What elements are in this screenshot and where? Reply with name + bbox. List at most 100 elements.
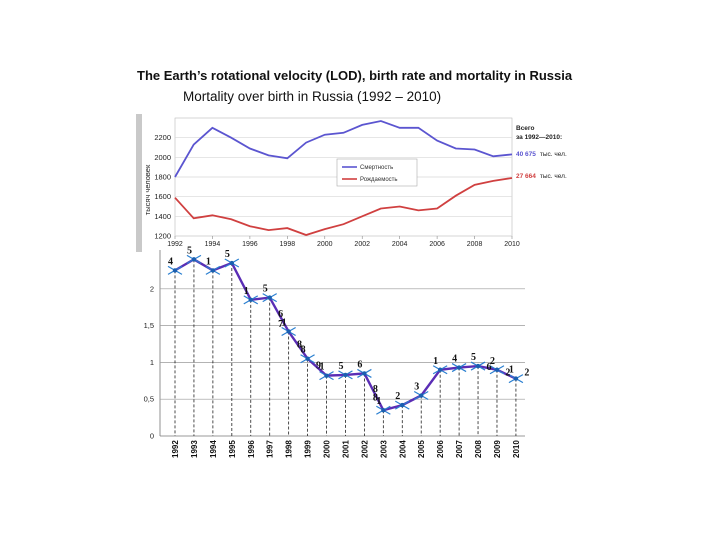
bottom-xtick-1993: 1993 — [190, 440, 199, 458]
point-label-1992: 4 — [168, 256, 173, 267]
top-ytick-1600: 1600 — [154, 192, 171, 201]
point-label-2003: 1 — [376, 396, 381, 407]
top-ylabel: тысяч человек — [143, 164, 152, 215]
top-xtick-2000: 2000 — [317, 241, 333, 248]
top-series-line-1 — [174, 177, 513, 236]
top-xtick-2002: 2002 — [354, 241, 370, 248]
side-note-birth-unit: тыс. чел. — [540, 173, 567, 180]
bottom-xtick-2007: 2007 — [455, 440, 464, 458]
point-label-2007: 4 — [452, 354, 457, 365]
bottom-xtick-2010: 2010 — [512, 440, 521, 458]
marker-dot-10 — [362, 371, 367, 376]
between-label-0: 6 — [278, 309, 283, 320]
point-label-1997: 5 — [263, 284, 268, 295]
top-series — [174, 120, 513, 236]
bottom-xtick-1994: 1994 — [209, 440, 218, 458]
side-note-header-2: за 1992—2010: — [516, 134, 562, 141]
between-label-5: 8 — [373, 393, 378, 404]
top-xtick-2004: 2004 — [392, 241, 408, 248]
legend-label-1: Рождаемость — [360, 177, 398, 183]
marker-dot-16 — [475, 363, 481, 369]
marker-dot-11 — [381, 408, 386, 413]
marker-dot-1 — [191, 257, 197, 262]
bottom-ytick-4: 2 — [150, 284, 154, 293]
bottom-xtick-2000: 2000 — [323, 440, 332, 458]
bottom-ytick-2: 1 — [150, 358, 154, 367]
point-label-2004: 2 — [395, 391, 400, 402]
legend-label-0: Смертность — [360, 165, 393, 171]
marker-dot-14 — [437, 367, 443, 372]
top-xtick-1994: 1994 — [205, 241, 221, 248]
marker-dot-6 — [286, 329, 291, 334]
bottom-xtick-1997: 1997 — [266, 440, 275, 458]
marker-dot-5 — [267, 295, 272, 300]
side-note-birth-total: 27 664 — [516, 173, 536, 180]
point-label-2010: 1 — [509, 365, 514, 376]
chart-title: The Earth’s rotational velocity (LOD), b… — [137, 68, 573, 83]
bottom-ytick-0: 0 — [150, 432, 154, 441]
point-label-2008: 5 — [471, 352, 476, 363]
point-label-1999: 8 — [301, 345, 306, 356]
top-legend: Смертность Рождаемость — [336, 158, 418, 187]
point-label-1993: 5 — [187, 245, 192, 256]
bottom-xtick-2001: 2001 — [342, 440, 351, 458]
between-label-6: 6 — [486, 362, 491, 373]
bottom-xtick-2002: 2002 — [360, 440, 369, 458]
bottom-xtick-1996: 1996 — [247, 440, 256, 458]
bottom-xtick-2003: 2003 — [379, 440, 388, 458]
between-label-2: 8 — [297, 340, 302, 351]
bottom-ytick-1: 0,5 — [144, 395, 154, 404]
bottom-xtick-1999: 1999 — [304, 440, 313, 458]
marker-dot-7 — [305, 356, 310, 361]
between-label-1: 7 — [278, 319, 283, 330]
top-ytick-2200: 2200 — [154, 133, 171, 142]
between-label-3: 9 — [316, 360, 321, 371]
marker-dot-13 — [419, 393, 424, 398]
point-label-2009: 2 — [490, 356, 495, 367]
top-xtick-2010: 2010 — [504, 241, 520, 248]
top-side-note: Всего за 1992—2010: 40 675 тыс. чел. 27 664 т… — [516, 125, 567, 180]
marker-dot-17 — [494, 367, 500, 372]
bottom-xtick-2005: 2005 — [417, 440, 426, 458]
side-note-death: 40 675 тыс. чел. — [516, 151, 567, 158]
marker-dot-2 — [210, 268, 216, 273]
top-ytick-1800: 1800 — [154, 173, 171, 182]
top-ytick-1200: 1200 — [154, 232, 171, 241]
top-xtick-1998: 1998 — [280, 241, 296, 248]
side-note-death-total: 40 675 — [516, 151, 536, 158]
point-label-1996: 1 — [244, 286, 249, 297]
point-label-2005: 3 — [414, 382, 419, 393]
side-note-birth: 27 664 тыс. чел. — [516, 173, 567, 180]
marker-dot-12 — [400, 402, 405, 408]
between-label-7: 2 — [505, 368, 510, 379]
between-label-8: 2 — [524, 368, 529, 379]
bottom-xtick-2008: 2008 — [474, 440, 483, 458]
between-label-4: 8 — [373, 384, 378, 395]
bottom-xtick-2006: 2006 — [436, 440, 445, 458]
bottom-drop-lines — [174, 259, 517, 436]
bottom-xtick-2009: 2009 — [493, 440, 502, 458]
marker-dot-0 — [172, 268, 178, 273]
top-ytick-2000: 2000 — [154, 153, 171, 162]
point-label-2000: 1 — [320, 362, 325, 373]
marker-dot-15 — [456, 365, 462, 370]
marker-dot-8 — [324, 373, 329, 378]
bottom-xtick-2004: 2004 — [398, 440, 407, 458]
bottom-xtick-1995: 1995 — [228, 440, 237, 458]
bottom-series — [167, 254, 524, 415]
point-label-1998: 1 — [282, 317, 287, 328]
point-label-2006: 1 — [433, 356, 438, 367]
marker-dot-18 — [513, 376, 519, 381]
point-label-1995: 5 — [225, 249, 230, 260]
top-ytick-1400: 1400 — [154, 212, 171, 221]
legend-box — [336, 158, 418, 187]
marker-dot-3 — [229, 260, 235, 266]
marker-dot-9 — [343, 372, 348, 378]
marker-dot-4 — [248, 297, 253, 303]
side-note-header-1: Всего — [516, 125, 535, 132]
top-xtick-2008: 2008 — [467, 241, 483, 248]
bottom-ytick-3: 1,5 — [144, 321, 154, 330]
